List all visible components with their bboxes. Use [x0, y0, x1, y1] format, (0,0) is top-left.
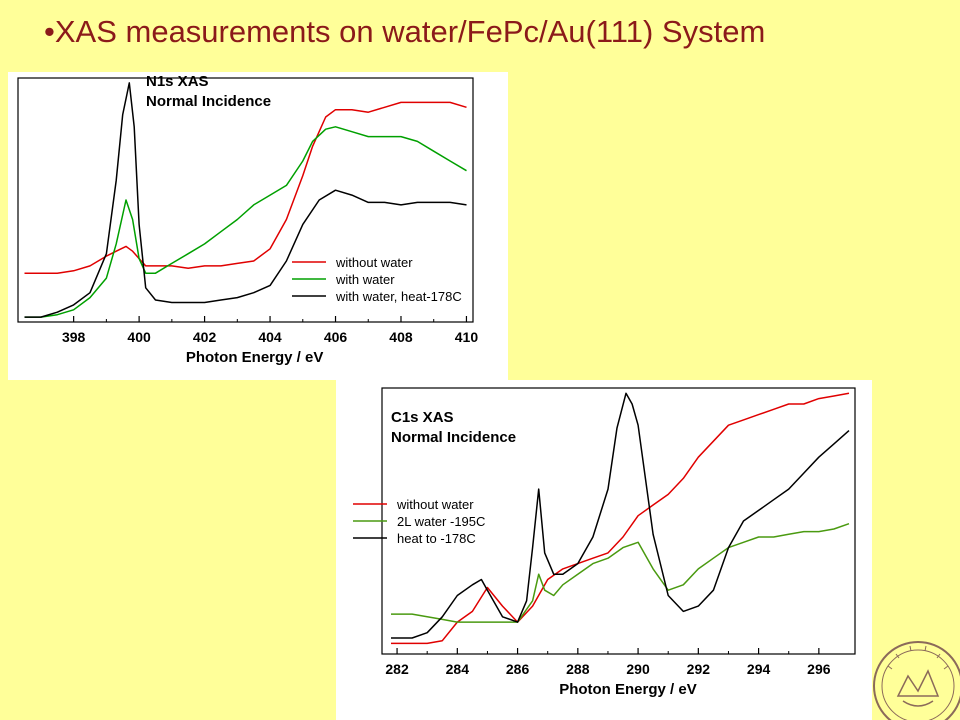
x-tick-label: 284 — [446, 661, 470, 677]
x-tick-label: 406 — [324, 329, 348, 345]
chart-subtitle: Normal Incidence — [146, 93, 271, 110]
chart-background — [8, 72, 508, 380]
x-tick-label: 408 — [389, 329, 413, 345]
bullet-glyph: • — [44, 14, 55, 49]
legend-label: 2L water -195C — [397, 514, 485, 529]
x-tick-label: 404 — [258, 329, 282, 345]
chart-background — [336, 380, 872, 720]
x-tick-label: 398 — [62, 329, 86, 345]
x-tick-label: 290 — [626, 661, 650, 677]
series-line — [24, 126, 467, 318]
x-tick-label: 286 — [506, 661, 530, 677]
series-line — [24, 82, 467, 318]
legend-label: with water — [335, 272, 395, 287]
series-line — [391, 392, 850, 639]
chart-title: N1s XAS — [146, 73, 209, 90]
c1s-xas-chart: 282 284 286 288 290 292 294 296 Photon Energy / … — [336, 380, 872, 720]
legend-label: heat to -178C — [397, 531, 476, 546]
legend-label: with water, heat-178C — [335, 289, 462, 304]
x-tick-label: 288 — [566, 661, 590, 677]
series-line — [391, 392, 850, 645]
x-axis-label: Photon Energy / eV — [186, 349, 324, 366]
x-tick-label: 294 — [747, 661, 771, 677]
x-axis-label: Photon Energy / eV — [559, 681, 697, 698]
x-tick-label: 410 — [455, 329, 479, 345]
series-line — [24, 101, 467, 274]
x-tick-label: 282 — [385, 661, 409, 677]
chart-title: C1s XAS — [391, 409, 454, 426]
slide-title: •XAS measurements on water/FePc/Au(111) … — [44, 14, 765, 50]
title-text: XAS measurements on water/FePc/Au(111) S… — [54, 14, 766, 49]
chart-subtitle: Normal Incidence — [391, 429, 516, 446]
series-line — [391, 522, 850, 623]
legend-label: without water — [396, 497, 474, 512]
x-tick-label: 296 — [807, 661, 831, 677]
x-tick-label: 402 — [193, 329, 217, 345]
n1s-xas-chart: 398 400 402 404 406 408 410 Photon Energy / eV N… — [8, 72, 508, 380]
x-tick-label: 292 — [687, 661, 711, 677]
x-tick-label: 400 — [127, 329, 151, 345]
university-seal-logo — [873, 641, 960, 720]
legend-label: without water — [335, 255, 413, 270]
plot-frame — [17, 77, 474, 323]
